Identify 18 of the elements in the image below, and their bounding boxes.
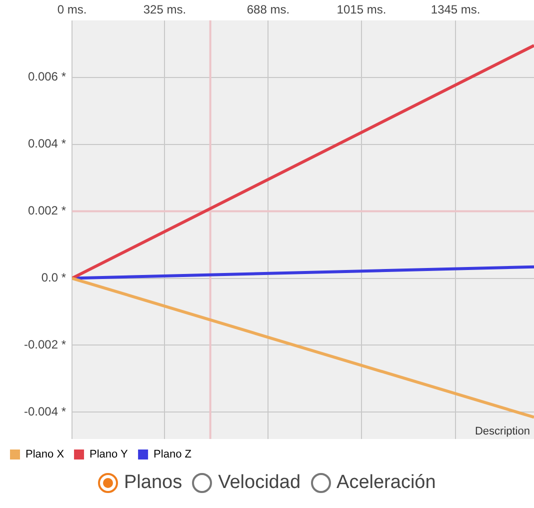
y-tick-label: 0.002 * [28,204,66,218]
legend-label: Plano Y [90,448,129,461]
y-tick-label: 0.004 * [28,136,66,151]
x-tick-label: 325 ms. [143,2,186,17]
x-tick-label: 0 ms. [57,2,87,17]
legend-label: Plano X [26,448,65,461]
text: Aceleración [336,472,436,494]
y-tick-label: 0.006 * [28,70,66,84]
x-tick-label: 1015 ms. [336,2,386,17]
y-tick-label: 0.0 * [41,270,66,285]
text: Velocidad [218,472,301,494]
legend-label: Plano Z [154,448,192,461]
y-tick-label: -0.002 * [24,338,66,352]
y-tick-label: -0.004 * [24,404,66,419]
text: Planos [124,472,182,494]
annotation: Description [474,426,530,438]
x-tick-label: 688 ms. [246,2,290,17]
x-tick-label: 1345 ms. [430,2,480,17]
